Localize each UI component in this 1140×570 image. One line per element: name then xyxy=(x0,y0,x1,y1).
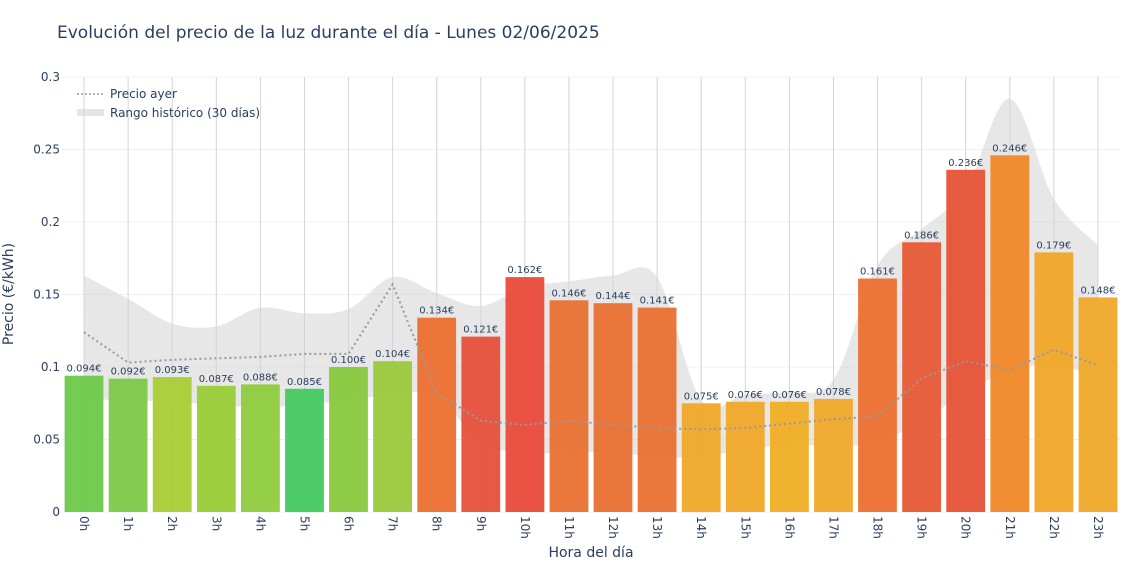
bar-value-labels: 0.094€ 0.092€ 0.093€ 0.087€ 0.088€ 0.085€ 0.10… xyxy=(67,143,1116,402)
bar-3h[interactable] xyxy=(196,385,236,512)
bar-0h[interactable] xyxy=(64,375,104,512)
bar-value-label: 0.236€ xyxy=(948,158,983,169)
x-tick-label: 14h xyxy=(694,516,708,539)
bar-16h[interactable] xyxy=(770,401,809,512)
chart-title: Evolución del precio de la luz durante e… xyxy=(57,23,600,43)
legend[interactable]: Precio ayer Rango histórico (30 días) xyxy=(77,87,260,120)
bar-value-label: 0.087€ xyxy=(199,374,234,385)
legend-item-rango-historico[interactable]: Rango histórico (30 días) xyxy=(110,106,260,120)
bar-value-label: 0.179€ xyxy=(1036,240,1071,251)
x-tick-label: 20h xyxy=(959,516,973,539)
x-tick-label: 5h xyxy=(298,516,312,531)
x-tick-label: 8h xyxy=(430,516,444,531)
x-tick-label: 15h xyxy=(738,516,752,539)
bar-19h[interactable] xyxy=(902,242,941,513)
x-tick-label: 7h xyxy=(386,516,400,531)
bar-5h[interactable] xyxy=(285,388,324,513)
y-axis-ticks: 0 0.05 0.1 0.15 0.2 0.25 0.3 xyxy=(33,70,60,519)
x-tick-label: 17h xyxy=(827,516,841,539)
y-tick-label: 0.2 xyxy=(41,215,60,229)
bar-value-label: 0.085€ xyxy=(287,377,322,388)
x-tick-label: 2h xyxy=(165,516,179,531)
x-tick-label: 9h xyxy=(474,516,488,531)
x-tick-label: 19h xyxy=(915,516,929,539)
y-tick-label: 0.3 xyxy=(41,70,60,84)
bar-value-label: 0.144€ xyxy=(596,291,631,302)
x-tick-label: 3h xyxy=(209,516,223,531)
x-tick-label: 23h xyxy=(1091,516,1105,539)
bar-value-label: 0.094€ xyxy=(67,364,102,375)
y-tick-label: 0 xyxy=(52,505,60,519)
bar-value-label: 0.076€ xyxy=(772,390,807,401)
bar-value-label: 0.076€ xyxy=(728,390,763,401)
bar-value-label: 0.100€ xyxy=(331,355,366,366)
x-tick-label: 13h xyxy=(650,516,664,539)
bar-value-label: 0.162€ xyxy=(507,265,542,276)
bar-4h[interactable] xyxy=(241,384,280,512)
bar-11h[interactable] xyxy=(549,300,589,512)
x-tick-label: 10h xyxy=(518,516,532,539)
bar-value-label: 0.146€ xyxy=(552,288,587,299)
y-tick-label: 0.1 xyxy=(41,360,60,374)
bar-value-label: 0.134€ xyxy=(419,306,454,317)
y-axis-title: Precio (€/kWh) xyxy=(1,243,17,345)
bar-7h[interactable] xyxy=(373,361,412,512)
x-tick-label: 4h xyxy=(253,516,267,531)
x-axis-title: Hora del día xyxy=(548,545,633,561)
bar-22h[interactable] xyxy=(1034,252,1074,512)
x-tick-label: 16h xyxy=(782,516,796,539)
bar-value-label: 0.104€ xyxy=(375,349,410,360)
bar-value-label: 0.088€ xyxy=(243,372,278,383)
x-tick-label: 6h xyxy=(342,516,356,531)
bar-value-label: 0.075€ xyxy=(684,391,719,402)
historical-range-band xyxy=(84,98,1098,458)
bar-21h[interactable] xyxy=(990,155,1030,513)
bar-20h[interactable] xyxy=(946,169,986,513)
x-tick-label: 11h xyxy=(562,516,576,539)
x-tick-label: 21h xyxy=(1003,516,1017,539)
y-tick-label: 0.05 xyxy=(33,433,60,447)
x-tick-label: 22h xyxy=(1047,516,1061,539)
bar-18h[interactable] xyxy=(858,278,897,513)
bar-9h[interactable] xyxy=(461,336,501,512)
bar-12h[interactable] xyxy=(593,303,633,512)
legend-item-precio-ayer[interactable]: Precio ayer xyxy=(110,87,177,101)
bar-value-label: 0.186€ xyxy=(904,230,939,241)
x-tick-label: 1h xyxy=(121,516,135,531)
bar-23h[interactable] xyxy=(1078,297,1118,512)
yesterday-price-line xyxy=(83,282,1099,431)
bar-value-label: 0.148€ xyxy=(1081,285,1116,296)
x-tick-label: 18h xyxy=(871,516,885,539)
bar-value-label: 0.078€ xyxy=(816,387,851,398)
x-axis-ticks: 0h 1h 2h 3h 4h 5h 6h 7h 8h 9h 10h 11h 12h 13h 14h 15h 16… xyxy=(77,516,1105,539)
legend-band-icon xyxy=(77,109,104,116)
bar-value-label: 0.246€ xyxy=(992,143,1027,154)
yesterday-line xyxy=(83,282,1099,431)
x-tick-label: 0h xyxy=(77,516,91,531)
bar-value-label: 0.121€ xyxy=(463,325,498,336)
bar-value-label: 0.092€ xyxy=(111,367,146,378)
x-tick-label: 12h xyxy=(606,516,620,539)
bar-14h[interactable] xyxy=(681,403,721,513)
bar-1h[interactable] xyxy=(108,378,148,512)
price-bars xyxy=(64,155,1118,513)
bar-10h[interactable] xyxy=(505,277,545,512)
bar-value-label: 0.161€ xyxy=(860,267,895,278)
bar-13h[interactable] xyxy=(637,307,677,512)
bar-2h[interactable] xyxy=(152,377,192,512)
y-tick-label: 0.15 xyxy=(33,288,60,302)
bar-value-label: 0.141€ xyxy=(640,296,675,307)
bar-value-label: 0.093€ xyxy=(155,365,190,376)
bar-8h[interactable] xyxy=(417,317,457,512)
y-tick-label: 0.25 xyxy=(33,143,60,157)
range-band-area xyxy=(84,98,1098,458)
bar-6h[interactable] xyxy=(329,367,368,512)
bar-17h[interactable] xyxy=(814,398,853,512)
bar-15h[interactable] xyxy=(725,401,765,512)
